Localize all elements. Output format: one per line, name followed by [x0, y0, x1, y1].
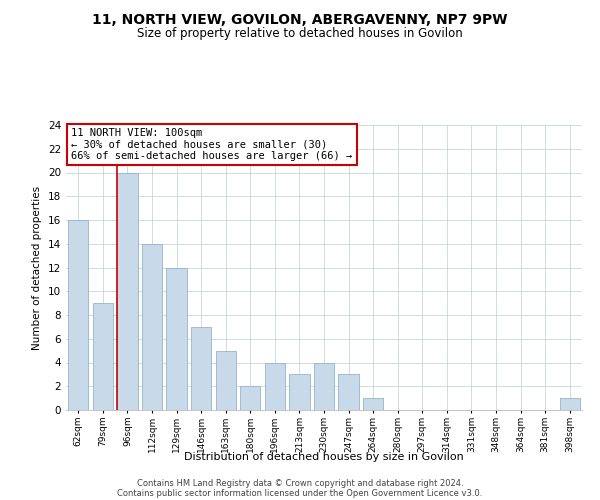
- Bar: [215, 350, 236, 410]
- Text: Contains public sector information licensed under the Open Government Licence v3: Contains public sector information licen…: [118, 488, 482, 498]
- Text: 11, NORTH VIEW, GOVILON, ABERGAVENNY, NP7 9PW: 11, NORTH VIEW, GOVILON, ABERGAVENNY, NP…: [92, 12, 508, 26]
- Text: Size of property relative to detached houses in Govilon: Size of property relative to detached ho…: [137, 28, 463, 40]
- Bar: [289, 374, 310, 410]
- Bar: [93, 303, 113, 410]
- Bar: [240, 386, 260, 410]
- Bar: [118, 172, 137, 410]
- Bar: [363, 398, 383, 410]
- Bar: [142, 244, 162, 410]
- Bar: [191, 327, 211, 410]
- Bar: [560, 398, 580, 410]
- Text: 11 NORTH VIEW: 100sqm
← 30% of detached houses are smaller (30)
66% of semi-deta: 11 NORTH VIEW: 100sqm ← 30% of detached …: [71, 128, 352, 161]
- Bar: [166, 268, 187, 410]
- Bar: [68, 220, 88, 410]
- Bar: [265, 362, 285, 410]
- Text: Distribution of detached houses by size in Govilon: Distribution of detached houses by size …: [184, 452, 464, 462]
- Bar: [338, 374, 359, 410]
- Text: Contains HM Land Registry data © Crown copyright and database right 2024.: Contains HM Land Registry data © Crown c…: [137, 478, 463, 488]
- Bar: [314, 362, 334, 410]
- Y-axis label: Number of detached properties: Number of detached properties: [32, 186, 43, 350]
